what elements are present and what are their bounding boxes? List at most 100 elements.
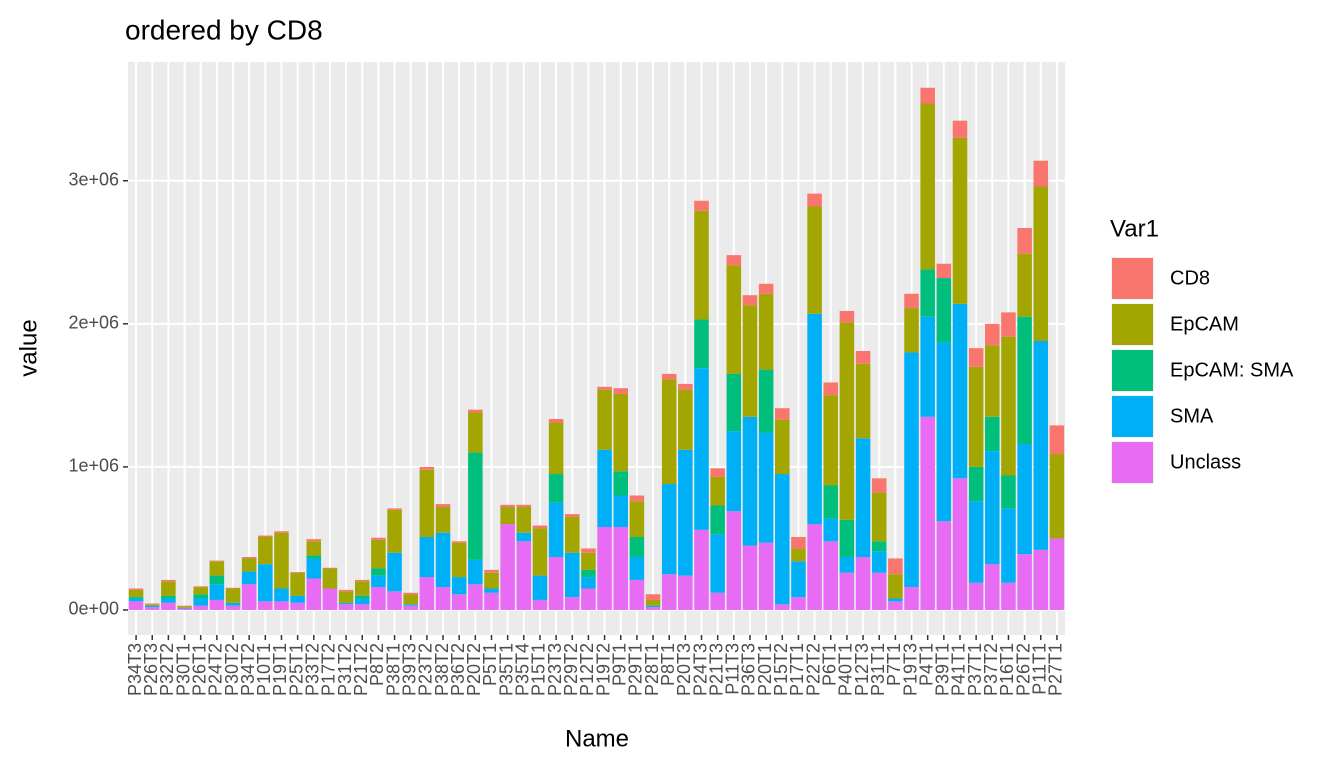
x-tick-label: P11T1 [1030, 643, 1050, 695]
bar-segment [710, 476, 725, 506]
bar-segment [1017, 316, 1032, 444]
bar-segment [597, 449, 612, 527]
legend-label: EpCAM: SMA [1170, 359, 1294, 381]
bar-segment [419, 466, 435, 470]
bar-segment [968, 582, 984, 610]
bar-segment [468, 559, 483, 585]
y-tick-label: 2e+06 [68, 313, 119, 333]
bar-segment [613, 526, 629, 610]
bar-segment [484, 592, 499, 610]
bar-segment [888, 598, 903, 602]
bar-segment [371, 568, 386, 576]
x-tick-label: P24T2 [206, 643, 226, 696]
bar-segment [678, 383, 693, 390]
bar-segment [306, 541, 322, 556]
bar-segment [144, 604, 160, 606]
bar-segment [985, 416, 1000, 452]
x-tick-label: P36T3 [739, 643, 759, 696]
bar-segment [839, 557, 855, 573]
bar-segment [952, 303, 968, 479]
bar-segment [968, 348, 984, 367]
bar-segment [290, 595, 305, 603]
x-tick-label: P35T4 [513, 643, 533, 696]
bar-segment [241, 584, 257, 610]
x-tick-label: P20T3 [674, 643, 694, 696]
x-axis-label: Name [565, 725, 629, 752]
bar-segment [177, 608, 192, 610]
legend-swatch [1112, 442, 1153, 483]
bar-segment [823, 485, 839, 519]
bar-segment [823, 395, 839, 486]
bar-segment [920, 269, 935, 317]
bar-segment [209, 575, 225, 585]
bar-segment [548, 474, 564, 503]
bar-segment [968, 501, 984, 583]
bar-segment [258, 536, 273, 565]
bar-segment [306, 539, 322, 542]
legend-title: Var1 [1110, 215, 1159, 242]
bar-segment [888, 574, 903, 599]
bar-segment [161, 602, 176, 610]
legend-swatch [1112, 304, 1153, 345]
bar-segment [1049, 454, 1065, 539]
bar-segment [597, 386, 612, 390]
bar-segment [516, 504, 532, 507]
y-axis-label: value [15, 319, 42, 376]
bar-segment [855, 351, 871, 364]
bar-segment [645, 605, 661, 608]
bar-segment [613, 393, 629, 472]
bar-segment [338, 589, 354, 592]
bar-segment [758, 542, 774, 610]
bar-segment [161, 598, 176, 603]
bar-segment [468, 412, 483, 453]
bar-segment [968, 466, 984, 502]
bar-segment [936, 278, 952, 343]
bar-segment [128, 589, 144, 598]
bar-segment [274, 588, 289, 602]
bar-segment [516, 506, 532, 533]
bar-segment [807, 206, 822, 314]
bar-segment [1001, 582, 1016, 610]
bar-segment [904, 293, 919, 309]
bar-segment [161, 595, 176, 599]
bar-segment [871, 492, 887, 542]
bar-segment [1001, 336, 1016, 476]
bar-segment [791, 561, 806, 598]
bar-segment [629, 495, 645, 502]
bar-segment [193, 586, 208, 588]
bar-segment [920, 87, 935, 104]
x-tick-label: P26T2 [1013, 643, 1033, 696]
bar-segment [306, 558, 322, 579]
bar-segment [564, 516, 580, 553]
bar-segment [371, 587, 386, 610]
x-tick-label: P4T1 [916, 643, 936, 686]
bar-segment [1017, 554, 1032, 610]
bar-segment [694, 200, 709, 211]
bar-segment [193, 605, 208, 610]
bar-segment [839, 322, 855, 520]
bar-segment [936, 521, 952, 610]
bar-segment [855, 438, 871, 558]
bar-segment [726, 255, 742, 266]
bar-segment [564, 597, 580, 610]
bar-segment [532, 525, 548, 529]
bar-segment [710, 468, 725, 477]
x-tick-label: P26T3 [141, 643, 161, 696]
bar-segment [1049, 538, 1065, 610]
bar-segment [484, 588, 499, 593]
x-tick-label: P23T3 [545, 643, 565, 696]
bar-segment [128, 601, 144, 610]
bar-segment [193, 594, 208, 599]
bar-segment [823, 382, 839, 396]
bar-segment [807, 313, 822, 525]
x-tick-label: P39T1 [933, 643, 953, 696]
bar-segment [403, 605, 418, 610]
bar-segment [936, 263, 952, 279]
x-tick-label: P11T3 [723, 643, 743, 695]
bar-segment [985, 345, 1000, 417]
bar-segment [354, 579, 370, 582]
bar-segment [871, 551, 887, 573]
bar-segment [468, 584, 483, 610]
x-tick-label: P12T3 [852, 643, 872, 696]
